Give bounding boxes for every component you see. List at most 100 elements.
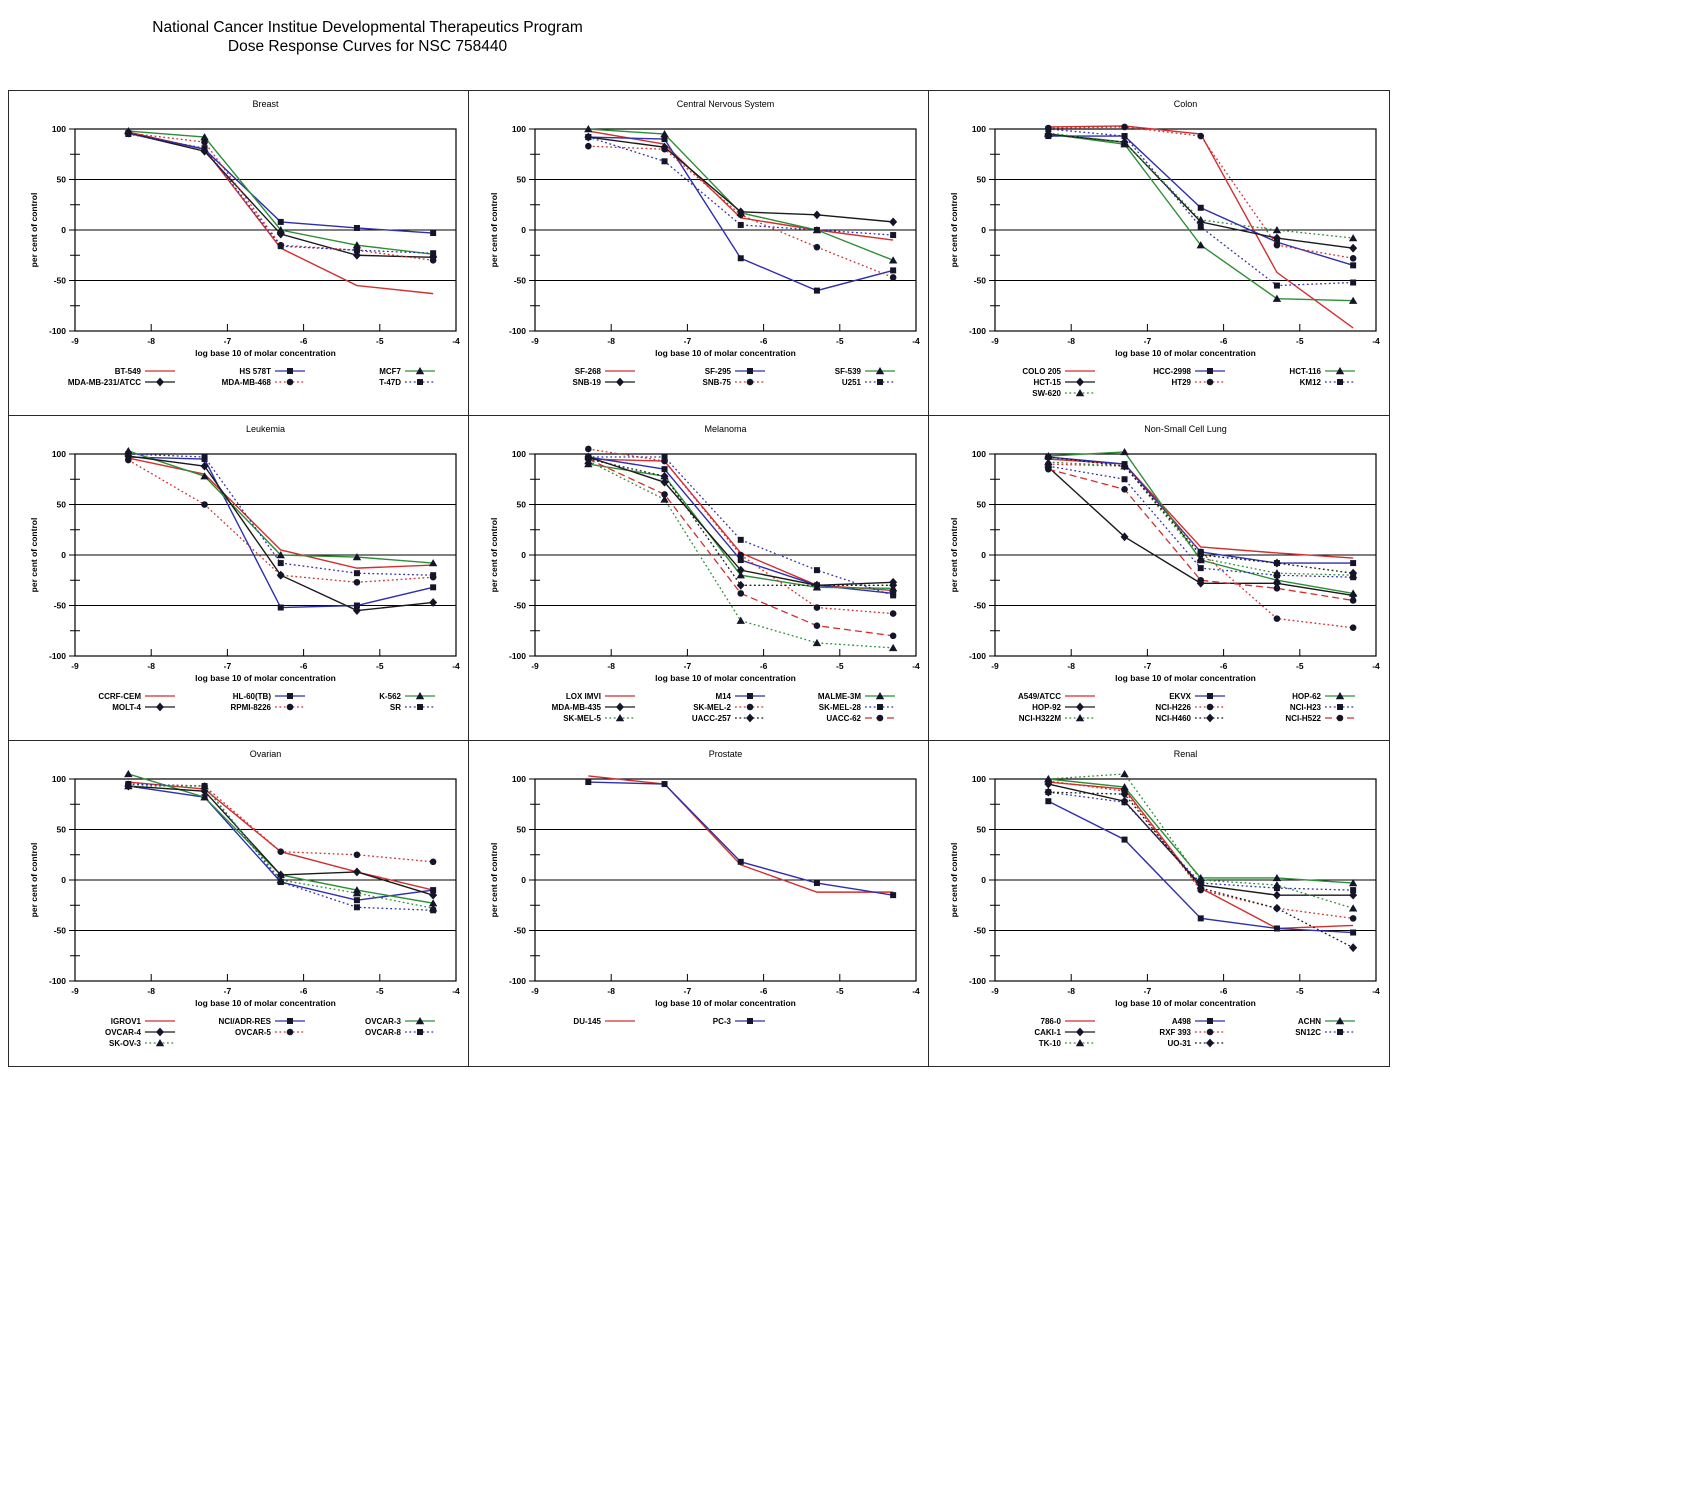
series-marker-sk-ov-3 bbox=[200, 782, 209, 790]
legend-marker bbox=[1206, 378, 1214, 386]
series-marker-a498 bbox=[1197, 915, 1204, 922]
series-marker-hl-60-tb bbox=[277, 604, 284, 611]
x-tick-label: -6 bbox=[1220, 336, 1228, 346]
legend-item-mda-mb-231-atcc: MDA-MB-231/ATCC bbox=[68, 377, 175, 387]
legend-item-tk-10: TK-10 bbox=[1039, 1039, 1095, 1048]
series-marker-rpmi-8226 bbox=[353, 578, 361, 586]
series-line-uo-31 bbox=[1048, 791, 1354, 949]
series-marker-a498 bbox=[1273, 925, 1280, 932]
legend-label: PC-3 bbox=[713, 1017, 732, 1026]
series-marker-ovcar-3 bbox=[428, 899, 438, 907]
legend-item-hcc-2998: HCC-2998 bbox=[1153, 367, 1225, 376]
x-tick-label: -7 bbox=[684, 336, 692, 346]
legend-label: NCI/ADR-RES bbox=[219, 1017, 272, 1026]
x-tick-label: -7 bbox=[1144, 661, 1152, 671]
legend-marker bbox=[156, 702, 164, 712]
y-axis-label: per cent of control bbox=[29, 843, 39, 918]
legend-label: RPMI-8226 bbox=[231, 703, 272, 712]
legend-item-achn: ACHN bbox=[1298, 1017, 1355, 1026]
series-line-hs-578t bbox=[128, 132, 434, 234]
series-marker-hop-92 bbox=[1272, 578, 1281, 588]
series-marker-nci-h460 bbox=[1272, 558, 1281, 568]
series-marker-ovcar-5 bbox=[429, 858, 437, 866]
legend-label: HCT-116 bbox=[1289, 367, 1321, 376]
series-marker-sk-ov-3 bbox=[124, 782, 133, 790]
legend-marker bbox=[1206, 713, 1214, 723]
legend-marker bbox=[287, 1018, 293, 1024]
series-marker-snb-19 bbox=[889, 217, 898, 227]
x-tick-label: -9 bbox=[531, 336, 539, 346]
x-tick-label: -9 bbox=[991, 661, 999, 671]
legend-marker bbox=[417, 379, 423, 385]
series-marker-sk-mel-5 bbox=[812, 638, 822, 647]
series-sw-620 bbox=[1044, 129, 1358, 242]
series-marker-ht29 bbox=[1273, 241, 1281, 249]
x-tick-label: -7 bbox=[1144, 986, 1152, 996]
series-line-uacc-62 bbox=[588, 458, 894, 637]
series-marker-nci-adr-res bbox=[430, 887, 437, 894]
axes-central-nervous-system: -100 -50 0 50 100 -9 -8 -7 -6 -5 -4 log base 10 of … bbox=[489, 124, 920, 358]
series-marker-hop-62 bbox=[1120, 447, 1129, 456]
series-marker-sr bbox=[430, 572, 437, 579]
series-marker-sw-620 bbox=[1120, 138, 1129, 146]
legend-item-hop-92: HOP-92 bbox=[1032, 702, 1095, 712]
series-marker-snb-19 bbox=[812, 210, 821, 220]
legend-item-nci-h226: NCI-H226 bbox=[1155, 703, 1225, 712]
legend-item-ovcar-8: OVCAR-8 bbox=[365, 1028, 435, 1037]
series-t-47d bbox=[125, 131, 437, 257]
panel-title: Leukemia bbox=[246, 424, 285, 434]
y-axis-label: per cent of control bbox=[489, 843, 499, 918]
series-nci-h322m bbox=[1044, 458, 1358, 579]
x-tick-label: -4 bbox=[1372, 986, 1380, 996]
y-tick-label: 0 bbox=[981, 225, 986, 235]
x-tick-label: -6 bbox=[300, 986, 308, 996]
y-tick-label: -100 bbox=[969, 326, 986, 336]
series-line-mda-mb-231-atcc bbox=[128, 132, 434, 258]
legend-marker bbox=[616, 702, 624, 712]
series-line-hct-15 bbox=[1048, 133, 1354, 249]
series-marker-nci-h23 bbox=[1121, 476, 1128, 483]
legend-item-nci-h522: NCI-H522 bbox=[1285, 714, 1355, 723]
y-tick-label: -100 bbox=[49, 326, 66, 336]
series-marker-sf-295 bbox=[737, 255, 744, 262]
legend-label: NCI-H460 bbox=[1155, 714, 1191, 723]
legend-label: NCI-H322M bbox=[1019, 714, 1062, 723]
series-marker-tk-10 bbox=[1120, 769, 1129, 778]
x-tick-label: -6 bbox=[760, 661, 768, 671]
series-marker-hop-92 bbox=[1349, 591, 1358, 600]
y-tick-label: 0 bbox=[521, 875, 526, 885]
legend-item-nci-h23: NCI-H23 bbox=[1290, 703, 1355, 712]
legend-marker bbox=[746, 703, 754, 711]
x-tick-label: -6 bbox=[760, 986, 768, 996]
y-axis-label: per cent of control bbox=[489, 193, 499, 268]
legend-marker bbox=[1207, 1018, 1213, 1024]
panel-renal: Renal -100 -50 0 50 100 -9 -8 -7 -6 -5 -4 log base 1… bbox=[929, 741, 1389, 1066]
y-axis-label: per cent of control bbox=[29, 518, 39, 593]
y-tick-label: -100 bbox=[509, 976, 526, 986]
legend-label: COLO 205 bbox=[1022, 367, 1061, 376]
series-marker-t-47d bbox=[125, 131, 132, 138]
x-tick-label: -5 bbox=[376, 661, 384, 671]
legend-marker bbox=[746, 378, 754, 386]
series-marker-sw-620 bbox=[1272, 226, 1282, 234]
legend-label: CCRF-CEM bbox=[98, 692, 141, 701]
series-line-ovcar-8 bbox=[128, 783, 434, 911]
series-marker-u251 bbox=[737, 221, 744, 228]
series-marker-ovcar-5 bbox=[277, 848, 285, 856]
series-line-bt-549 bbox=[128, 131, 434, 295]
series-marker-nci-h460 bbox=[1044, 452, 1053, 462]
legend-label: T-47D bbox=[379, 378, 401, 387]
y-tick-label: 50 bbox=[977, 825, 987, 835]
legend-item-hct-116: HCT-116 bbox=[1289, 367, 1355, 376]
legend-item-uo-31: UO-31 bbox=[1167, 1038, 1225, 1048]
legend-item-sf-295: SF-295 bbox=[705, 367, 765, 376]
legend-label: HCC-2998 bbox=[1153, 367, 1191, 376]
legend-item-a549-atcc: A549/ATCC bbox=[1018, 692, 1095, 701]
series-marker-sf-539 bbox=[660, 130, 669, 138]
y-tick-label: 0 bbox=[61, 550, 66, 560]
series-nci-h460 bbox=[1044, 452, 1358, 578]
panel-leukemia: Leukemia -100 -50 0 50 100 -9 -8 -7 -6 -5 -4 log bas… bbox=[9, 416, 469, 741]
legend-marker bbox=[615, 714, 625, 722]
series-marker-hop-92 bbox=[1120, 532, 1129, 542]
series-line-rpmi-8226 bbox=[128, 459, 434, 583]
